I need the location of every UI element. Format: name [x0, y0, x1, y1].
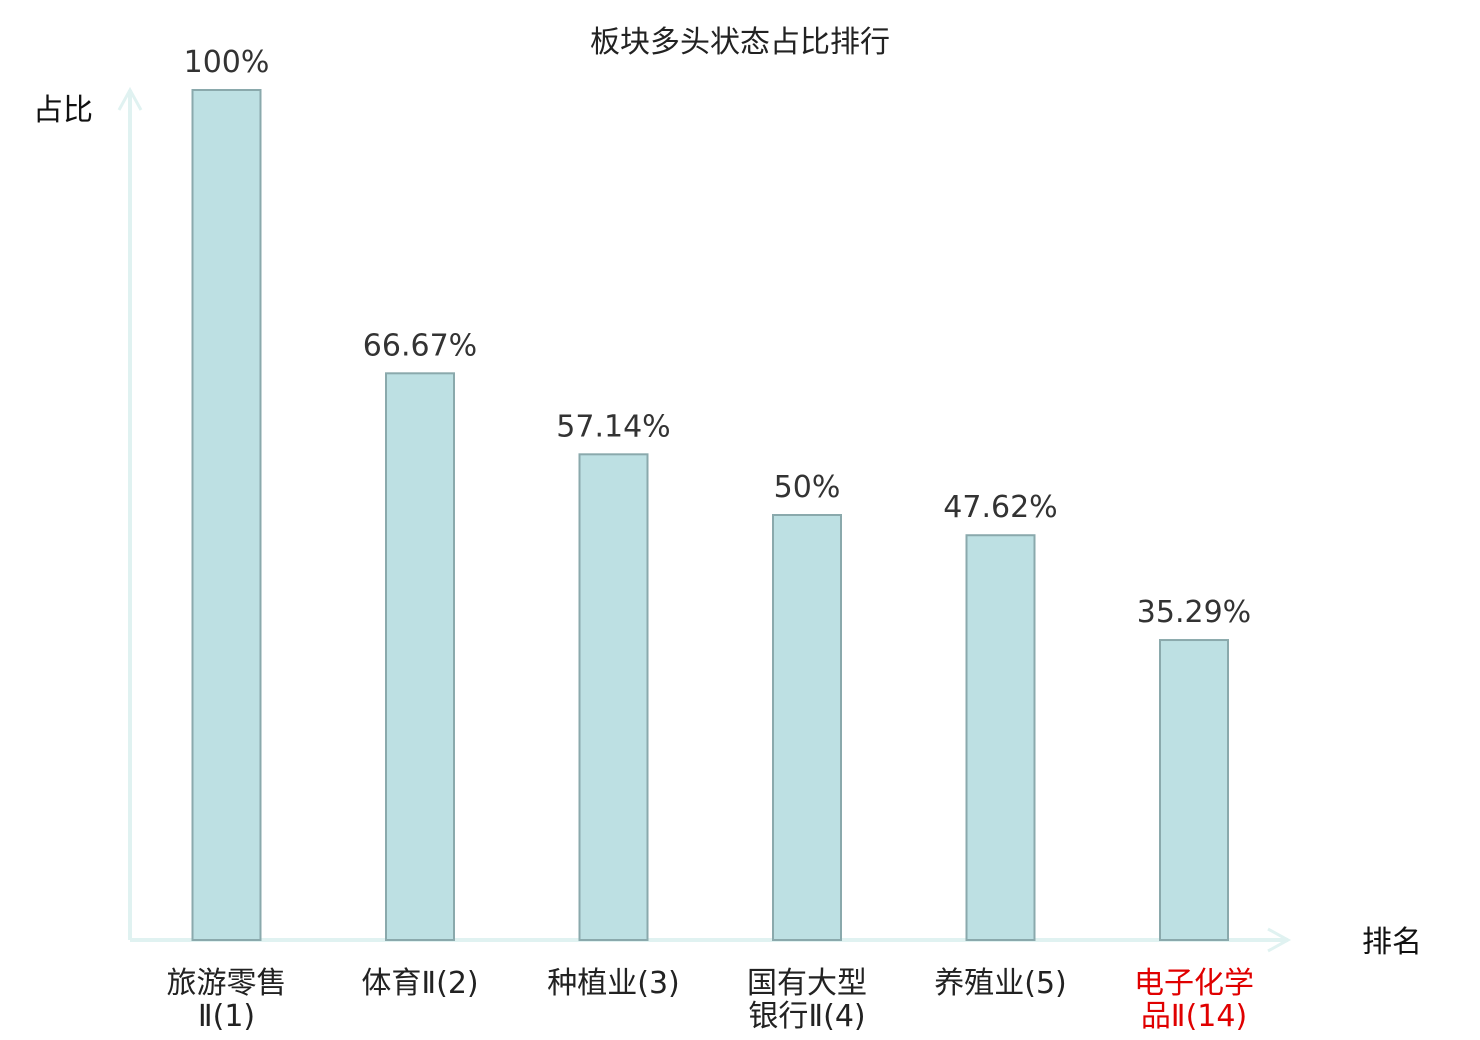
bar-value-label: 35.29%	[1137, 595, 1251, 630]
axes	[117, 86, 1292, 953]
bars-group	[191, 89, 1229, 941]
bar	[772, 514, 842, 941]
bar	[578, 453, 649, 941]
x-axis-label: 排名	[1362, 925, 1422, 960]
chart-title: 板块多头状态占比排行	[590, 25, 890, 60]
bar-value-label: 57.14%	[556, 409, 670, 444]
bar	[1159, 639, 1229, 941]
category-label: 国有大型	[747, 966, 867, 1001]
category-label: 种植业(3)	[547, 966, 680, 1001]
bar	[191, 89, 262, 941]
category-label: 养殖业(5)	[934, 966, 1067, 1001]
bar-value-label: 47.62%	[943, 490, 1057, 525]
x-axis-arrow	[1267, 927, 1292, 953]
y-axis-arrow	[117, 86, 143, 111]
category-label: Ⅱ(1)	[198, 999, 255, 1034]
category-label: 品Ⅱ(14)	[1141, 999, 1247, 1034]
bar-value-label: 100%	[184, 45, 270, 80]
value-labels-group: 100% 66.67% 57.14% 50% 47.62% 35.29%	[184, 45, 1252, 630]
bar-value-label: 50%	[774, 470, 841, 505]
bar	[385, 372, 455, 941]
bar-value-label: 66.67%	[363, 328, 477, 363]
category-label: 旅游零售	[167, 966, 287, 1001]
category-label: 体育Ⅱ(2)	[361, 966, 478, 1001]
y-axis-label: 占比	[33, 93, 93, 128]
category-label: 银行Ⅱ(4)	[748, 999, 865, 1034]
category-label: 电子化学	[1134, 966, 1254, 1001]
bar	[965, 534, 1036, 941]
